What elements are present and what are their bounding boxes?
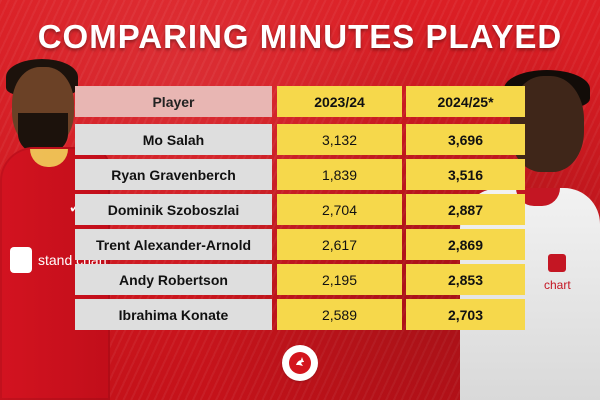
table-row-2024-25: 2,703 <box>406 299 525 330</box>
table-row-2024-25: 3,516 <box>406 159 525 190</box>
table-row-2023-24: 2,195 <box>277 264 402 295</box>
header-2024-25: 2024/25* <box>406 86 525 117</box>
right-player-image: chart <box>430 70 600 400</box>
table-row-2024-25: 2,887 <box>406 194 525 225</box>
shirt-collar <box>516 188 560 206</box>
table-row-2023-24: 2,589 <box>277 299 402 330</box>
table-row-player: Dominik Szoboszlai <box>75 194 272 225</box>
table-row-player: Trent Alexander-Arnold <box>75 229 272 260</box>
header-player: Player <box>75 86 272 117</box>
shirt-crest-icon <box>10 247 32 273</box>
table-row-2023-24: 1,839 <box>277 159 402 190</box>
table-row-2023-24: 2,704 <box>277 194 402 225</box>
left-player-image: ✓ stand chart <box>0 55 125 400</box>
liver-bird-logo-icon <box>282 345 318 381</box>
table-row-2024-25: 3,696 <box>406 124 525 155</box>
table-row-2023-24: 2,617 <box>277 229 402 260</box>
page-title: COMPARING MINUTES PLAYED <box>37 18 563 55</box>
table-row-2024-25: 2,853 <box>406 264 525 295</box>
table-row-player: Ryan Gravenberch <box>75 159 272 190</box>
table-row-2024-25: 2,869 <box>406 229 525 260</box>
table-row-player: Andy Robertson <box>75 264 272 295</box>
table-row-player: Ibrahima Konate <box>75 299 272 330</box>
shirt-sponsor: chart <box>544 278 571 292</box>
table-row-player: Mo Salah <box>75 124 272 155</box>
table-row-2023-24: 3,132 <box>277 124 402 155</box>
shirt-collar <box>30 149 68 167</box>
minutes-table: Player 2023/24 2024/25* Mo Salah 3,132 3… <box>75 86 525 336</box>
header-2023-24: 2023/24 <box>277 86 402 117</box>
liver-bird-icon <box>289 352 311 374</box>
shirt-crest-icon <box>548 254 566 272</box>
